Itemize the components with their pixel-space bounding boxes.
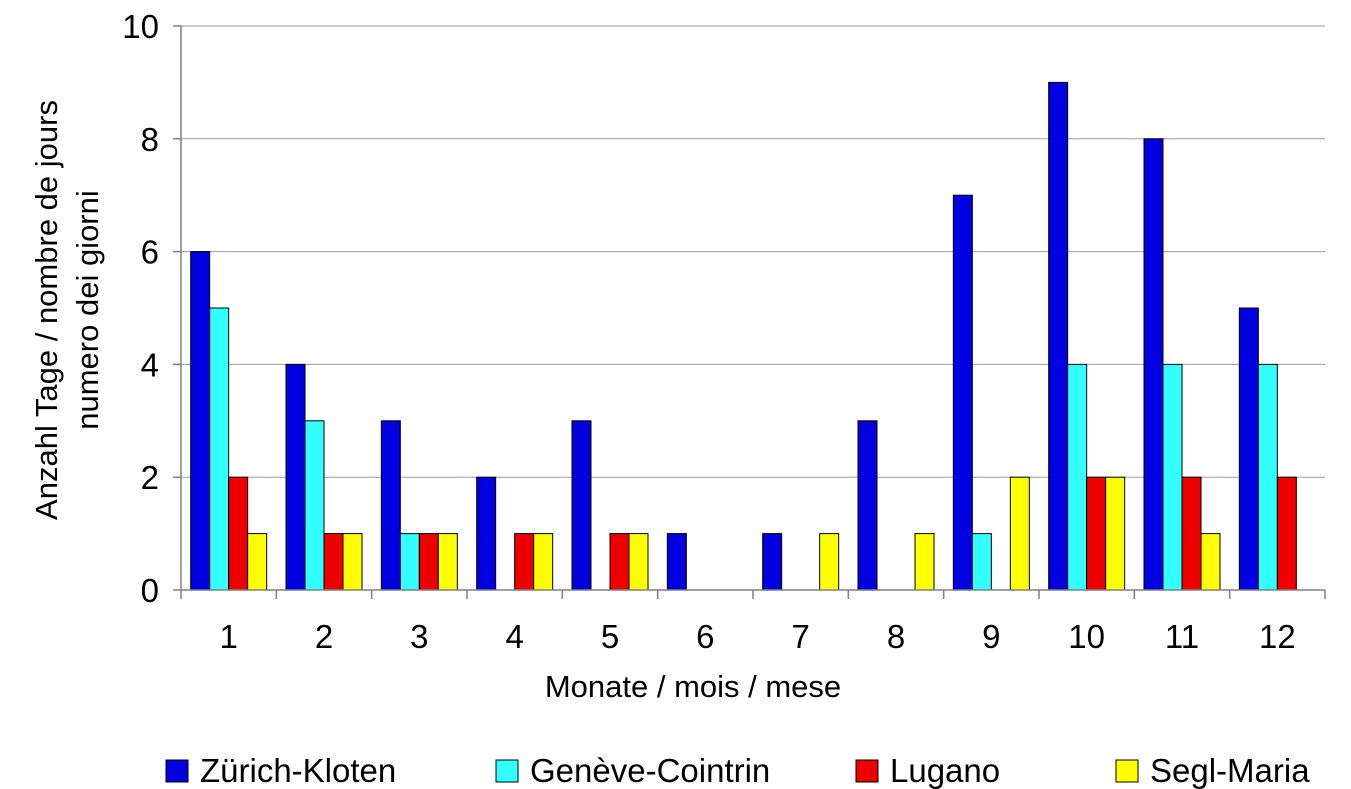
bar-gen-ve-cointrin-1	[209, 307, 230, 591]
bar-segl-maria-3	[437, 533, 458, 591]
y-tick-label: 4	[141, 346, 159, 383]
x-tick-label: 6	[696, 618, 714, 655]
y-tick-label: 10	[122, 8, 159, 45]
legend-swatch	[855, 759, 879, 783]
bar-z-rich-kloten-10	[1048, 81, 1069, 591]
bar-lugano-4	[514, 533, 535, 591]
legend-swatch	[165, 759, 189, 783]
bar-z-rich-kloten-6	[666, 533, 687, 591]
bar-gen-ve-cointrin-10	[1067, 363, 1088, 591]
bar-z-rich-kloten-7	[762, 533, 783, 591]
legend-label: Genève-Cointrin	[530, 752, 770, 789]
legend-swatch	[495, 759, 519, 783]
legend-label: Lugano	[890, 752, 1000, 789]
bar-gen-ve-cointrin-9	[971, 533, 992, 591]
bar-segl-maria-5	[628, 533, 649, 591]
axes	[180, 26, 1326, 599]
y-tick-label: 2	[141, 459, 159, 496]
bar-z-rich-kloten-1	[190, 251, 211, 591]
bar-segl-maria-9	[1009, 476, 1030, 591]
x-tick-label: 4	[505, 618, 523, 655]
x-tick-label: 10	[1068, 618, 1105, 655]
bar-lugano-12	[1276, 476, 1297, 591]
bar-segl-maria-11	[1200, 533, 1221, 591]
bar-z-rich-kloten-4	[476, 476, 497, 591]
legend: Zürich-Kloten Genève-Cointrin Lugano Segl-M…	[165, 752, 1310, 789]
bar-z-rich-kloten-12	[1238, 307, 1259, 591]
bar-lugano-1	[228, 476, 249, 591]
bar-lugano-10	[1086, 476, 1107, 591]
y-tick-labels: 0 2 4 6 8 10	[122, 8, 159, 609]
legend-item-segl-maria: Segl-Maria	[1115, 752, 1310, 789]
y-axis-title-line-1: Anzahl Tage / nombre de jours	[29, 100, 64, 520]
legend-item-z-rich-kloten: Zürich-Kloten	[165, 752, 396, 789]
x-tick-label: 5	[601, 618, 619, 655]
bar-z-rich-kloten-3	[380, 420, 401, 591]
bar-z-rich-kloten-9	[952, 194, 973, 591]
bar-segl-maria-2	[342, 533, 363, 591]
bar-segl-maria-1	[247, 533, 268, 591]
bar-lugano-11	[1181, 476, 1202, 591]
gridlines	[173, 25, 1325, 591]
bar-segl-maria-4	[533, 533, 554, 591]
bar-lugano-3	[418, 533, 439, 591]
bar-lugano-2	[323, 533, 344, 591]
bar-gen-ve-cointrin-11	[1162, 363, 1183, 591]
x-tick-label: 9	[982, 618, 1000, 655]
bars	[190, 81, 1297, 591]
y-axis-title-line-2: numero dei giorni	[70, 190, 105, 430]
x-tick-label: 8	[887, 618, 905, 655]
legend-label: Zürich-Kloten	[200, 752, 396, 789]
bar-z-rich-kloten-11	[1143, 138, 1164, 591]
x-tick-label: 2	[315, 618, 333, 655]
x-tick-label: 7	[791, 618, 809, 655]
legend-item-gen-ve-cointrin: Genève-Cointrin	[495, 752, 770, 789]
bar-segl-maria-7	[819, 533, 840, 591]
bar-gen-ve-cointrin-12	[1257, 363, 1278, 591]
bar-z-rich-kloten-8	[857, 420, 878, 591]
bar-z-rich-kloten-5	[571, 420, 592, 591]
legend-label: Segl-Maria	[1150, 752, 1310, 789]
x-axis-title: Monate / mois / mese	[545, 669, 841, 704]
x-tick-label: 1	[219, 618, 237, 655]
bar-segl-maria-8	[914, 533, 935, 591]
x-tick-label: 12	[1259, 618, 1296, 655]
y-tick-label: 6	[141, 234, 159, 271]
x-tick-label: 11	[1165, 618, 1199, 655]
bar-z-rich-kloten-2	[285, 363, 306, 591]
legend-item-lugano: Lugano	[855, 752, 1000, 789]
legend-swatch	[1115, 759, 1139, 783]
x-tick-label: 3	[410, 618, 428, 655]
bar-lugano-5	[609, 533, 630, 591]
y-tick-label: 0	[141, 572, 159, 609]
y-tick-label: 8	[141, 121, 159, 158]
bar-gen-ve-cointrin-2	[304, 420, 325, 591]
bar-gen-ve-cointrin-3	[399, 533, 420, 591]
x-tick-labels: 1 2 3 4 5 6 7 8 9 10 11 12	[219, 618, 1295, 655]
bar-segl-maria-10	[1105, 476, 1126, 591]
